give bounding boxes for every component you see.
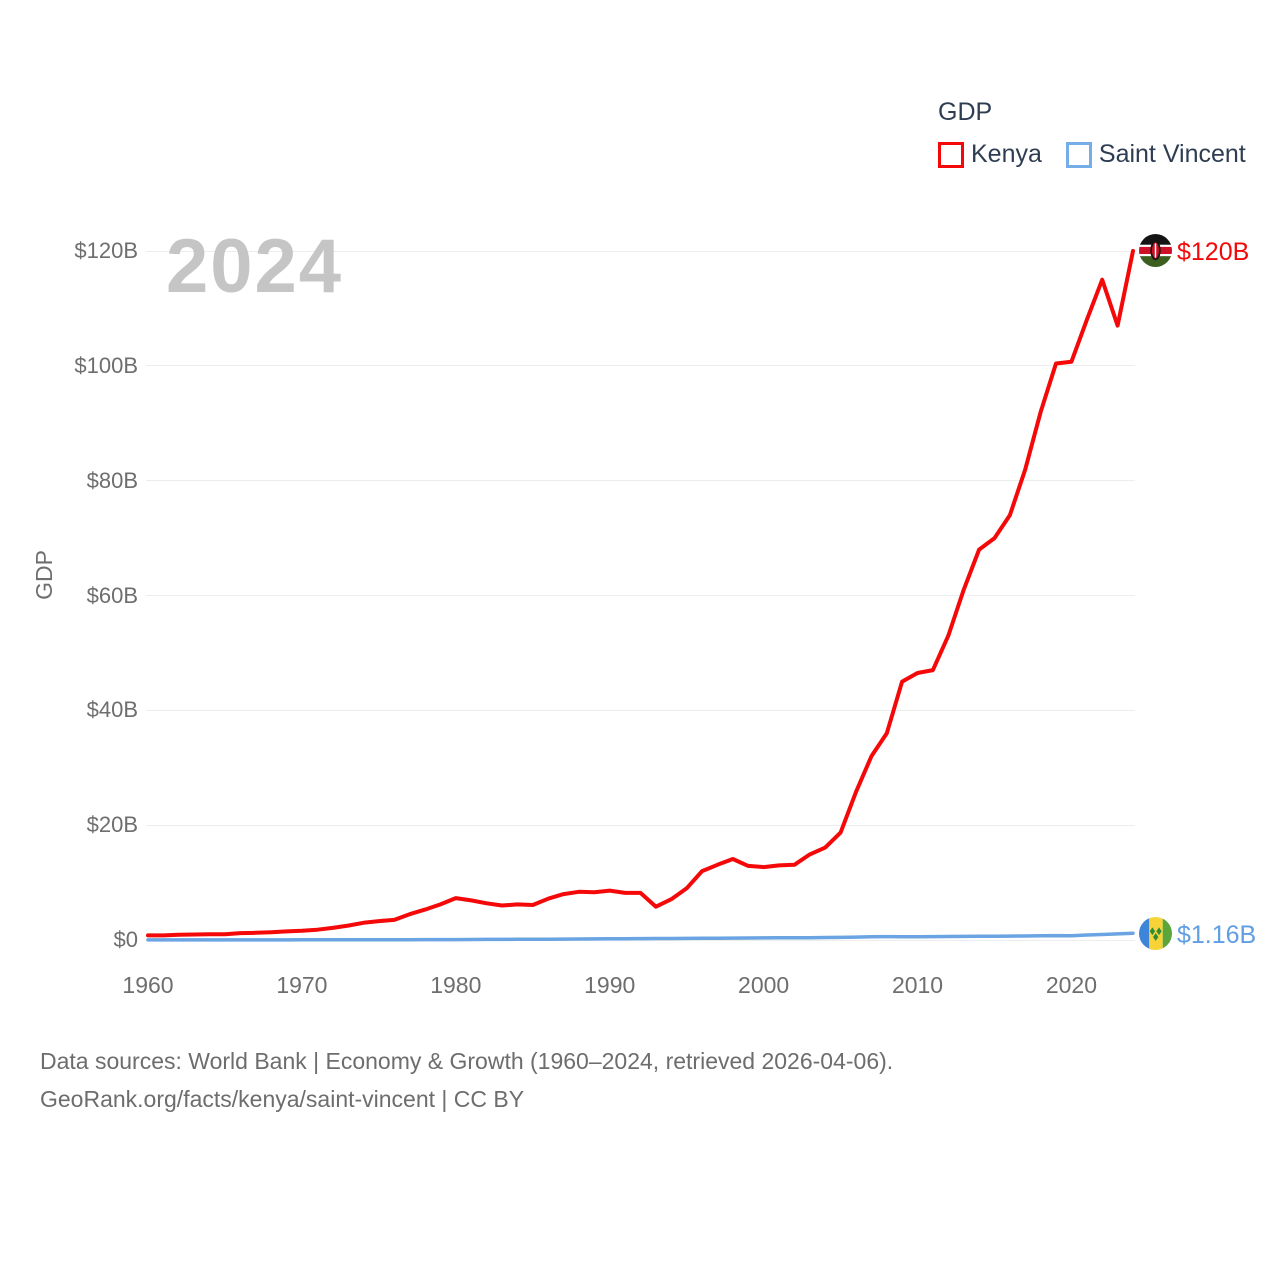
y-tick-label: $20B — [86, 812, 138, 838]
x-tick-label: 1960 — [122, 972, 174, 998]
legend: GDP Kenya Saint Vincent — [938, 98, 1246, 169]
saint-vincent-swatch-icon — [1065, 141, 1092, 168]
x-tick-label: 2000 — [738, 972, 790, 998]
saint-vincent-flag-icon — [1139, 917, 1172, 950]
footer-attribution-link[interactable]: GeoRank.org/facts/kenya/saint-vincent | … — [40, 1086, 525, 1112]
watermark-year: 2024 — [166, 224, 344, 309]
y-tick-label: $0 — [113, 927, 138, 952]
gridline — [146, 480, 1135, 482]
legend-item-saint-vincent[interactable]: Saint Vincent — [1065, 140, 1246, 169]
y-tick-label: $100B — [74, 352, 138, 378]
x-tick-label: 2020 — [1045, 972, 1098, 998]
y-tick-label: $80B — [86, 467, 138, 493]
gridline — [146, 709, 1135, 711]
y-tick-label: $40B — [86, 697, 138, 723]
x-tick-label: 2010 — [891, 972, 944, 998]
saint-vincent-end-value-label: $1.16B — [1177, 921, 1257, 949]
saint-vincent-line[interactable] — [146, 931, 1135, 942]
x-tick-label: 1980 — [430, 972, 482, 998]
gridline — [146, 595, 1135, 596]
kenya-swatch-icon — [938, 141, 964, 168]
gridline — [146, 250, 1135, 252]
footer-data-sources: Data sources: World Bank | Economy & Gro… — [40, 1048, 894, 1074]
gridline — [146, 824, 1135, 826]
legend-item-label: Kenya — [971, 140, 1042, 168]
x-tick-label: 1990 — [584, 972, 636, 998]
kenya-flag-icon — [1139, 234, 1172, 267]
legend-title: GDP — [938, 98, 993, 126]
y-tick-label: $120B — [74, 238, 138, 263]
y-tick-label: $60B — [86, 582, 138, 608]
kenya-end-value-label: $120B — [1177, 238, 1250, 266]
gridline — [146, 365, 1135, 367]
legend-item-kenya[interactable]: Kenya — [938, 140, 1042, 169]
kenya-line[interactable] — [146, 249, 1135, 938]
x-tick-label: 1970 — [276, 972, 328, 998]
legend-item-label: Saint Vincent — [1098, 140, 1246, 168]
